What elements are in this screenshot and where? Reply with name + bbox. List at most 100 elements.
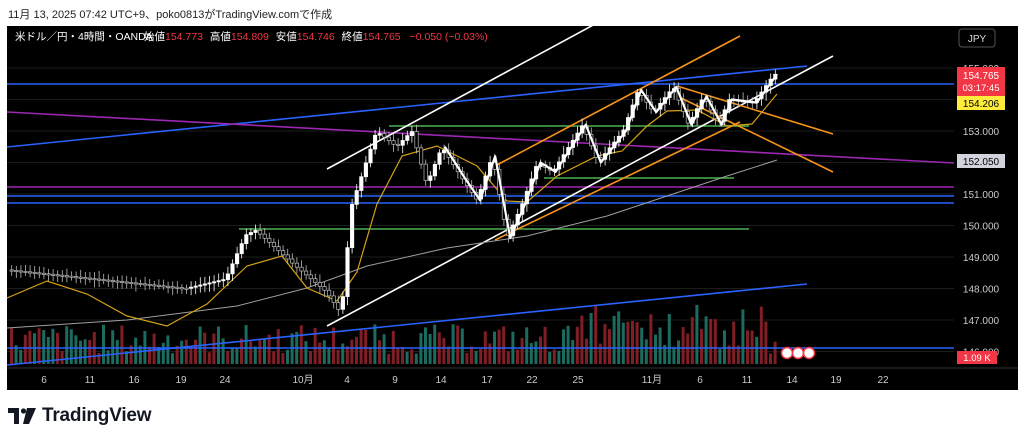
candle-body — [46, 273, 51, 276]
volume-bar — [695, 304, 699, 364]
candle-body — [354, 190, 359, 205]
volume-bar — [658, 327, 662, 364]
level-price-badge: 154.206 — [957, 96, 1005, 110]
volume-bar — [585, 338, 588, 364]
candle-body — [419, 147, 424, 165]
volume-bar — [120, 325, 124, 364]
volume-bar — [640, 327, 644, 364]
level-lines[interactable] — [6, 22, 955, 366]
candle-body — [294, 262, 299, 268]
candle-body — [322, 286, 327, 291]
volume-bar — [37, 328, 41, 364]
grid — [7, 67, 954, 352]
candle-body — [55, 274, 60, 277]
price-tick-label: 153.000 — [963, 127, 1000, 138]
currency-button[interactable]: JPY — [958, 28, 996, 48]
candle-body — [184, 287, 189, 290]
volume-bar — [102, 324, 105, 364]
volume-bar — [474, 350, 478, 364]
volume-bar — [249, 341, 253, 364]
chart-caption: 11月 13, 2025 07:42 UTC+9、poko0813がTradin… — [8, 9, 333, 21]
event-flag-icons[interactable] — [780, 346, 816, 360]
time-tick-label: 10月 — [292, 374, 313, 386]
candle-body — [285, 254, 290, 260]
volume-bar — [460, 328, 464, 364]
candle-body — [304, 270, 309, 276]
candle-body — [92, 278, 97, 281]
candle-body — [225, 273, 230, 280]
volume-bar — [341, 343, 345, 364]
volume-bar — [184, 339, 188, 364]
volume-bar — [359, 328, 363, 364]
volume-bar — [690, 317, 694, 364]
volume-bar — [626, 321, 630, 364]
volume-bar — [401, 346, 404, 364]
candle-body — [216, 280, 221, 283]
volume-bar — [322, 340, 326, 364]
volume-bar — [378, 340, 381, 364]
volume-bar — [336, 349, 340, 364]
volume-bar — [382, 334, 386, 364]
candle-body — [78, 276, 83, 279]
candle-body — [120, 281, 125, 283]
volume-bar — [506, 351, 510, 364]
svg-text:03:17:45: 03:17:45 — [963, 83, 1000, 94]
price-tick-label: 150.000 — [963, 222, 1000, 233]
orange-wedge-upper — [676, 85, 834, 135]
volume-bar — [129, 345, 133, 364]
volume-bar — [608, 329, 611, 364]
volume-bar — [332, 327, 335, 364]
price-tick-label: 149.000 — [963, 253, 1000, 264]
time-tick-label: 14 — [786, 375, 798, 386]
candle-body — [18, 270, 23, 273]
time-tick-label: 22 — [526, 375, 538, 386]
tradingview-logo[interactable]: TradingView — [8, 404, 152, 428]
volume-bar — [727, 345, 731, 364]
volume-bar — [226, 350, 230, 364]
volume-bar — [258, 339, 262, 364]
time-tick-label: 6 — [41, 375, 47, 386]
volume-bar — [520, 337, 524, 364]
volume-bar — [97, 352, 101, 364]
volume-bar — [405, 351, 409, 364]
candle-body — [405, 135, 410, 141]
volume-bar — [148, 346, 151, 364]
volume-bar — [299, 325, 303, 364]
volume-bar — [433, 324, 437, 364]
candle-body — [386, 136, 391, 142]
candle-body — [267, 237, 272, 243]
candle-body — [69, 275, 74, 278]
price-chart[interactable]: 米ドル／円・4時間・OANDA 始値154.773 高値154.809 安値15… — [6, 22, 1018, 390]
time-axis[interactable]: 6 11 16 19 24 10月 4 9 14 17 22 25 11月 6 11 14 19 22 — [41, 374, 889, 386]
candle-body — [442, 149, 447, 154]
blue-trend-line-upper — [6, 65, 808, 148]
volume-bar — [755, 336, 759, 364]
candle-body — [290, 258, 295, 264]
volume-bar — [350, 339, 354, 364]
volume-bar — [525, 327, 529, 364]
volume-bar — [603, 324, 607, 364]
candle-body — [97, 278, 102, 281]
volume-bar — [598, 343, 602, 364]
candle-body — [437, 152, 442, 165]
candle-body — [37, 272, 42, 275]
volume-bar — [635, 322, 639, 364]
candle-body — [230, 263, 235, 275]
price-tick-label: 151.000 — [963, 190, 1000, 201]
volume-bar — [304, 341, 308, 364]
candle-body — [382, 133, 387, 138]
blue-trend-line-lower — [6, 283, 808, 366]
volume-bar — [276, 329, 280, 364]
volume-bar — [543, 326, 547, 364]
tradingview-logo-icon — [8, 408, 36, 424]
candle-body — [74, 276, 79, 279]
volume-bar — [327, 347, 331, 364]
candle-body — [161, 285, 166, 288]
svg-text:1.09 K: 1.09 K — [963, 353, 991, 364]
time-tick-label: 4 — [344, 375, 350, 386]
volume-bar — [134, 337, 138, 364]
candle-body — [133, 282, 138, 285]
volume-bar — [479, 348, 483, 364]
candle-body — [175, 286, 180, 289]
volume-bar — [10, 328, 13, 364]
